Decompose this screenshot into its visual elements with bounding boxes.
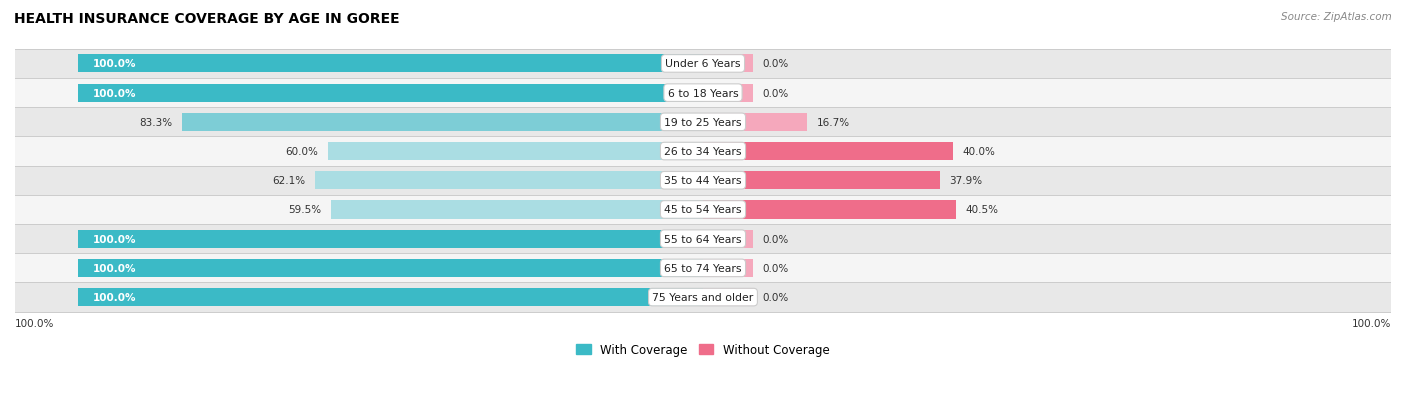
- Bar: [77, 55, 703, 73]
- Bar: [15, 166, 1391, 195]
- Text: 100.0%: 100.0%: [15, 318, 55, 328]
- Text: 35 to 44 Years: 35 to 44 Years: [664, 176, 742, 186]
- Bar: [703, 172, 941, 190]
- Text: 100.0%: 100.0%: [93, 88, 136, 98]
- Legend: With Coverage, Without Coverage: With Coverage, Without Coverage: [572, 339, 834, 361]
- Bar: [15, 195, 1391, 225]
- Text: 0.0%: 0.0%: [762, 292, 789, 302]
- Text: 59.5%: 59.5%: [288, 205, 322, 215]
- Bar: [77, 84, 703, 102]
- Text: 16.7%: 16.7%: [817, 118, 851, 128]
- Text: 0.0%: 0.0%: [762, 263, 789, 273]
- Bar: [703, 114, 807, 132]
- Bar: [330, 201, 703, 219]
- Bar: [703, 55, 754, 73]
- Text: 100.0%: 100.0%: [93, 234, 136, 244]
- Text: 60.0%: 60.0%: [285, 147, 318, 157]
- Text: 100.0%: 100.0%: [1351, 318, 1391, 328]
- Text: 26 to 34 Years: 26 to 34 Years: [664, 147, 742, 157]
- Text: 65 to 74 Years: 65 to 74 Years: [664, 263, 742, 273]
- Bar: [703, 230, 754, 248]
- Text: 45 to 54 Years: 45 to 54 Years: [664, 205, 742, 215]
- Bar: [181, 114, 703, 132]
- Bar: [15, 50, 1391, 79]
- Text: 100.0%: 100.0%: [93, 59, 136, 69]
- Bar: [15, 283, 1391, 312]
- Bar: [77, 288, 703, 306]
- Bar: [77, 230, 703, 248]
- Text: 55 to 64 Years: 55 to 64 Years: [664, 234, 742, 244]
- Bar: [15, 225, 1391, 254]
- Text: 83.3%: 83.3%: [139, 118, 173, 128]
- Text: Source: ZipAtlas.com: Source: ZipAtlas.com: [1281, 12, 1392, 22]
- Bar: [703, 259, 754, 277]
- Text: 62.1%: 62.1%: [273, 176, 305, 186]
- Bar: [15, 137, 1391, 166]
- Bar: [703, 288, 754, 306]
- Bar: [315, 172, 703, 190]
- Text: 40.5%: 40.5%: [966, 205, 998, 215]
- Bar: [703, 201, 956, 219]
- Text: 37.9%: 37.9%: [949, 176, 983, 186]
- Bar: [15, 79, 1391, 108]
- Text: 0.0%: 0.0%: [762, 234, 789, 244]
- Text: 100.0%: 100.0%: [93, 292, 136, 302]
- Bar: [703, 142, 953, 161]
- Text: 75 Years and older: 75 Years and older: [652, 292, 754, 302]
- Bar: [703, 84, 754, 102]
- Text: 0.0%: 0.0%: [762, 88, 789, 98]
- Text: Under 6 Years: Under 6 Years: [665, 59, 741, 69]
- Text: 0.0%: 0.0%: [762, 59, 789, 69]
- Text: 100.0%: 100.0%: [93, 263, 136, 273]
- Text: 6 to 18 Years: 6 to 18 Years: [668, 88, 738, 98]
- Text: 40.0%: 40.0%: [963, 147, 995, 157]
- Bar: [77, 259, 703, 277]
- Bar: [15, 108, 1391, 137]
- Bar: [15, 254, 1391, 283]
- Text: 19 to 25 Years: 19 to 25 Years: [664, 118, 742, 128]
- Bar: [328, 142, 703, 161]
- Text: HEALTH INSURANCE COVERAGE BY AGE IN GOREE: HEALTH INSURANCE COVERAGE BY AGE IN GORE…: [14, 12, 399, 26]
